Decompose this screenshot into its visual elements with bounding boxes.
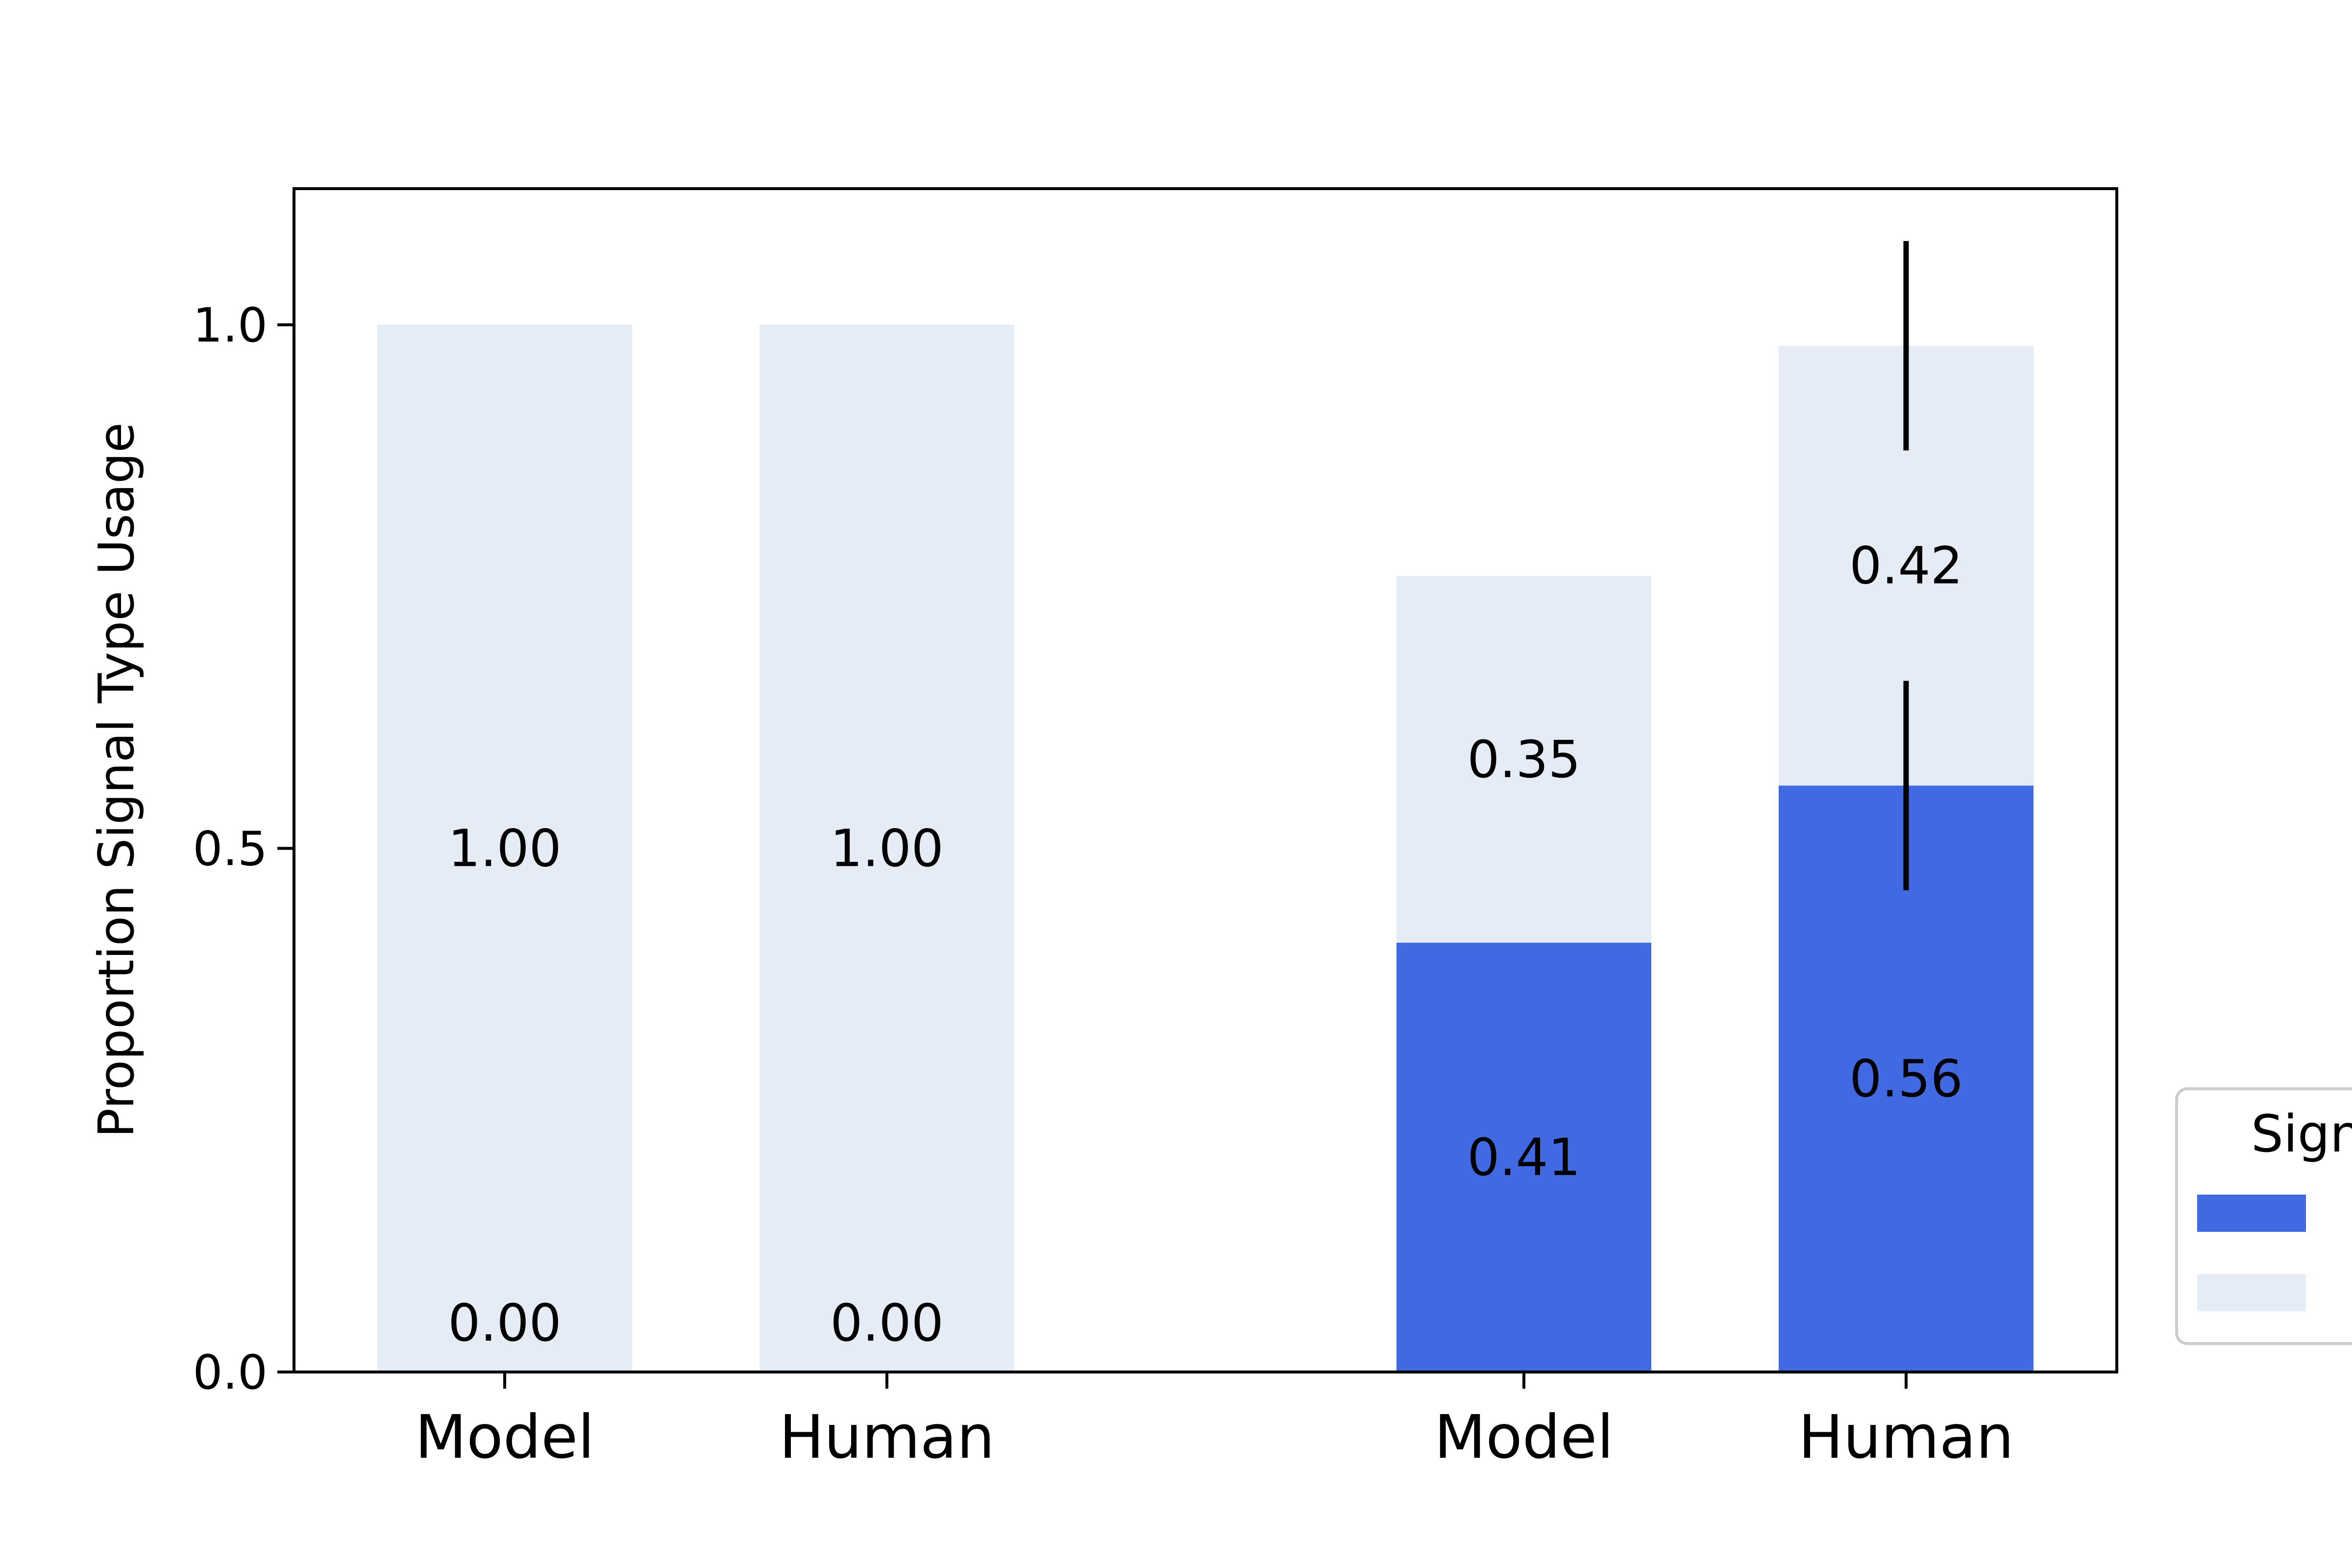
bar-value-label: 0.00 xyxy=(830,1293,944,1353)
legend: Sign xyxy=(2175,1087,2352,1345)
bar-segment xyxy=(760,324,1014,1372)
y-tick-label: 0.0 xyxy=(193,1345,268,1400)
legend-swatch xyxy=(2197,1274,2306,1311)
bar-value-label: 0.42 xyxy=(1849,536,1963,595)
legend-swatch xyxy=(2197,1195,2306,1232)
bar-value-label: 1.00 xyxy=(830,818,944,878)
bar-value-label: 1.00 xyxy=(448,818,562,878)
bar-value-label: 0.35 xyxy=(1467,730,1581,789)
bar-value-label: 0.56 xyxy=(1849,1049,1963,1109)
bar-value-label: 0.41 xyxy=(1467,1127,1581,1187)
legend-title: Sign xyxy=(2251,1104,2352,1164)
bar-segment xyxy=(1396,576,1651,943)
bar-segment xyxy=(377,324,632,1372)
x-tick-label: Model xyxy=(1434,1402,1614,1472)
y-axis: 0.0 0.5 1.0 xyxy=(193,298,294,1400)
bar-labels-layer: 0.00 1.00 0.00 1.00 0.41 0.35 0.56 0.42 xyxy=(448,536,1963,1353)
x-tick-label: Model xyxy=(415,1402,594,1472)
bar-segment xyxy=(1396,942,1651,1372)
x-tick-label: Human xyxy=(779,1402,995,1472)
y-tick-label: 1.0 xyxy=(193,298,268,353)
x-tick-label: Human xyxy=(1798,1402,2014,1472)
y-tick-label: 0.5 xyxy=(193,821,268,876)
x-axis: Model Human Model Human xyxy=(415,1372,2014,1472)
y-axis-label: Proportion Signal Type Usage xyxy=(88,422,145,1138)
bars-layer xyxy=(377,324,2034,1372)
bar-value-label: 0.00 xyxy=(448,1293,562,1353)
plot-frame xyxy=(293,187,2118,1373)
